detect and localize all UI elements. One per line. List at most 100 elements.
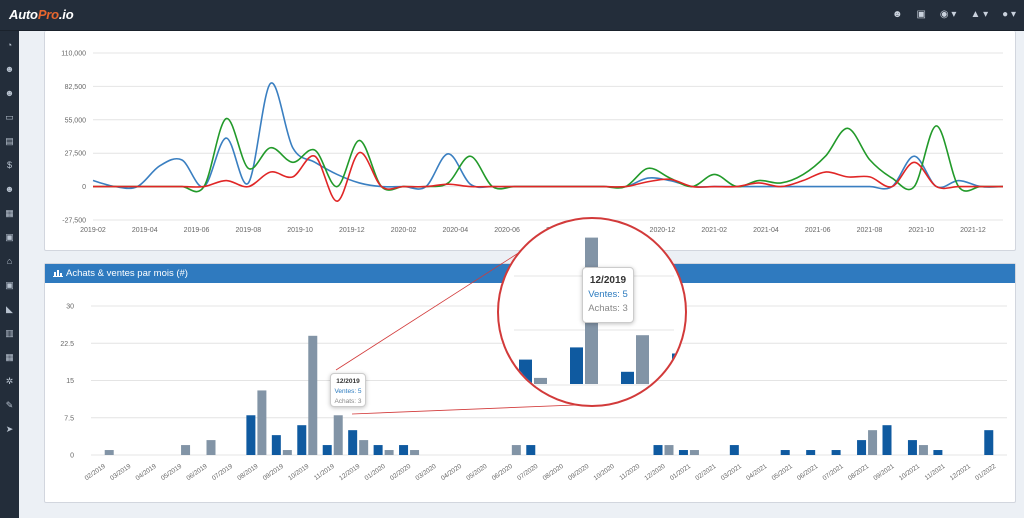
bar-ventes	[806, 450, 816, 455]
y-tick-label: 15	[66, 378, 74, 385]
money-icon[interactable]: ▣	[5, 280, 14, 290]
bar-achats	[206, 440, 216, 455]
y-tick-label: 30	[66, 304, 74, 311]
magnifier-circle: 12/2019 Ventes: 5 Achats: 3	[497, 217, 687, 407]
users-icon[interactable]: ☻	[4, 184, 15, 194]
x-tick-label: 05/2021	[771, 463, 795, 482]
users-icon[interactable]: ☻	[4, 64, 15, 74]
x-tick-label: 02/2019	[84, 463, 108, 482]
gear-icon[interactable]: ✲	[5, 376, 14, 386]
bar-chart-icon[interactable]: ▥	[5, 328, 14, 338]
x-tick-label: 06/2019	[185, 463, 209, 482]
y-tick-label: 82,500	[65, 84, 87, 91]
logo-text: Auto	[9, 7, 38, 22]
monitor-icon[interactable]: ▣	[916, 9, 926, 20]
user-icon[interactable]: ● ▾	[1002, 9, 1016, 20]
x-tick-label: 2020-06	[494, 227, 520, 234]
x-tick-label: 2021-12	[960, 227, 986, 234]
bar-ventes	[882, 425, 892, 455]
x-tick-label: 11/2021	[924, 463, 947, 482]
bar-ventes	[373, 445, 383, 455]
money-icon[interactable]: ▣	[5, 232, 14, 242]
chart-tooltip: 12/2019 Ventes: 5 Achats: 3	[330, 373, 366, 407]
x-tick-label: 08/2019	[236, 463, 260, 482]
x-tick-label: 07/2019	[211, 463, 235, 482]
bar-achats	[511, 445, 521, 455]
users-icon[interactable]: ☻	[891, 9, 903, 20]
x-tick-label: 07/2020	[516, 463, 540, 482]
thumbs-up-icon[interactable]: ◣	[6, 304, 13, 314]
magnified-tooltip-sales: Ventes: 5	[588, 289, 628, 300]
bell-icon[interactable]: ▲ ▾	[970, 9, 989, 20]
table-icon[interactable]: ▦	[5, 352, 14, 362]
bar-ventes	[246, 415, 256, 455]
x-tick-label: 01/2020	[363, 463, 387, 482]
bar-ventes	[933, 450, 943, 455]
card-icon[interactable]: ▤	[5, 136, 14, 146]
logo-accent: Pro	[37, 7, 59, 22]
wrench-icon[interactable]: ✎	[5, 400, 14, 410]
x-tick-label: 09/2020	[567, 463, 591, 482]
bar-chart-icon	[53, 270, 63, 277]
x-tick-label: 08/2021	[847, 463, 871, 482]
bar-achats	[333, 415, 343, 455]
dashboard-icon[interactable]: ◔	[6, 40, 13, 50]
x-tick-label: 03/2019	[109, 463, 133, 482]
bar-ventes	[348, 430, 358, 455]
x-tick-label: 11/2020	[618, 463, 641, 482]
bar-achats	[410, 450, 420, 455]
magnified-tooltip-purchases: Achats: 3	[588, 303, 628, 314]
x-tick-label: 12/2019	[338, 463, 362, 482]
x-tick-label: 2019-12	[339, 227, 365, 234]
x-tick-label: 2020-12	[650, 227, 676, 234]
bar-ventes	[857, 440, 867, 455]
bar-achats	[308, 335, 318, 455]
x-tick-label: 2020-02	[391, 227, 417, 234]
x-tick-label: 05/2019	[160, 463, 184, 482]
x-tick-label: 11/2019	[313, 463, 336, 482]
x-tick-label: 09/2019	[262, 463, 286, 482]
bar-ventes	[984, 430, 994, 455]
users-icon[interactable]: ☻	[4, 88, 15, 98]
bar-ventes	[399, 445, 409, 455]
x-tick-label: 04/2019	[134, 463, 158, 482]
chat-icon[interactable]: ◉ ▾	[939, 9, 957, 20]
x-tick-label: 06/2020	[491, 463, 515, 482]
rocket-icon[interactable]: ➤	[5, 424, 14, 434]
bar-achats	[384, 450, 394, 455]
x-tick-label: 01/2021	[669, 463, 693, 482]
bank-icon[interactable]: ⌂	[6, 256, 13, 266]
x-tick-label: 04/2021	[745, 463, 769, 482]
x-tick-label: 2021-02	[701, 227, 727, 234]
app-logo[interactable]: AutoPro.io	[9, 7, 74, 22]
y-tick-label: 110,000	[61, 51, 86, 58]
y-tick-label: -27,500	[62, 218, 86, 225]
x-tick-label: 02/2020	[389, 463, 413, 482]
x-tick-label: 02/2021	[694, 463, 718, 482]
bar-achats	[181, 445, 191, 455]
calendar-icon[interactable]: ▦	[5, 208, 14, 218]
car-icon[interactable]: ▭	[5, 112, 14, 122]
line-chart-panel: 110,000 82,500 55,000 27,500 0 -27,500 2019-02…	[44, 31, 1016, 251]
bar-ventes	[831, 450, 841, 455]
bar-ventes	[907, 440, 917, 455]
magnified-bar-achats	[534, 377, 547, 384]
y-tick-label: 0	[82, 184, 86, 191]
magnified-bar-ventes	[519, 359, 532, 384]
bar-achats	[868, 430, 878, 455]
x-tick-label: 10/2019	[287, 463, 311, 482]
dollar-icon[interactable]: $	[6, 160, 12, 170]
sidebar: ◔ ☻ ☻ ▭ ▤ $ ☻ ▦ ▣ ⌂ ▣ ◣ ▥ ▦ ✲ ✎ ➤	[0, 31, 19, 518]
x-tick-label: 2021-06	[805, 227, 831, 234]
x-tick-label: 12/2021	[949, 463, 973, 482]
bar-chart: 30 22.5 15 7.5 0 02/2019 03/2019 04/2019 05/2019…	[60, 304, 1007, 482]
x-tick-label: 10/2020	[592, 463, 616, 482]
x-tick-label: 2019-08	[235, 227, 261, 234]
bar-achats	[689, 450, 699, 455]
x-tick-label: 10/2021	[898, 463, 922, 482]
line-chart: 110,000 82,500 55,000 27,500 0 -27,500 2019-02…	[61, 51, 1004, 234]
x-tick-label: 2021-10	[908, 227, 934, 234]
y-tick-label: 27,500	[65, 151, 87, 158]
line-series-1	[92, 82, 1004, 190]
top-icon-bar: ☻ ▣ ◉ ▾ ▲ ▾ ● ▾	[892, 8, 1016, 22]
